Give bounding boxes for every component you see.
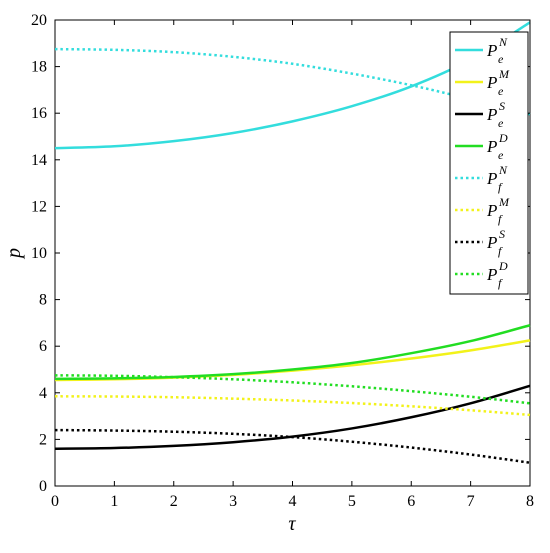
series-line-pfm: [54, 395, 531, 417]
y-tick-label: 14: [31, 152, 47, 169]
x-tick-label: 3: [229, 493, 237, 510]
x-tick-label: 7: [467, 493, 475, 510]
legend-box: [449, 31, 529, 295]
legend-label: P: [486, 201, 497, 220]
y-tick-label: 6: [39, 338, 47, 355]
y-axis-label: p: [3, 248, 25, 260]
x-tick-label: 5: [348, 493, 356, 510]
legend-label-superscript: D: [498, 131, 508, 145]
legend-label-subscript: f: [498, 244, 503, 258]
legend-label-superscript: N: [498, 163, 508, 177]
legend-label-subscript: f: [498, 212, 503, 226]
y-tick-label: 10: [31, 245, 47, 262]
legend-label-subscript: f: [498, 180, 503, 194]
x-tick-label: 6: [407, 493, 415, 510]
series-line-ped: [54, 324, 531, 381]
legend-label-superscript: M: [498, 67, 510, 81]
legend-label-superscript: M: [498, 195, 510, 209]
legend-label-superscript: D: [498, 259, 508, 273]
legend-label-subscript: f: [498, 276, 503, 290]
x-tick-label: 8: [526, 493, 534, 510]
x-tick-label: 0: [51, 493, 59, 510]
legend-label: P: [486, 233, 497, 252]
legend-label-subscript: e: [498, 116, 504, 130]
y-tick-label: 8: [39, 292, 47, 309]
legend: P NeP MeP SeP DeP NfP MfP SfP Df: [449, 31, 529, 295]
legend-label-subscript: e: [498, 84, 504, 98]
x-tick-label: 2: [170, 493, 178, 510]
x-tick-label: 1: [110, 493, 118, 510]
legend-label-superscript: S: [499, 227, 505, 241]
legend-label: P: [486, 41, 497, 60]
legend-label: P: [486, 169, 497, 188]
legend-label-superscript: N: [498, 35, 508, 49]
y-tick-label: 4: [39, 385, 47, 402]
series-line-pfd: [54, 374, 531, 405]
y-tick-label: 2: [39, 431, 47, 448]
y-tick-label: 0: [39, 478, 47, 495]
legend-label: P: [486, 265, 497, 284]
legend-label: P: [486, 137, 497, 156]
y-tick-label: 16: [31, 105, 47, 122]
legend-label-subscript: e: [498, 148, 504, 162]
series-line-pfs: [54, 428, 531, 464]
y-tick-label: 20: [31, 12, 47, 29]
x-axis-label: τ: [288, 513, 296, 535]
y-tick-label: 18: [31, 59, 47, 76]
legend-label: P: [486, 105, 497, 124]
x-tick-label: 4: [289, 493, 297, 510]
y-tick-label: 12: [31, 198, 47, 215]
legend-label-superscript: S: [499, 99, 505, 113]
legend-label: P: [486, 73, 497, 92]
legend-label-subscript: e: [498, 52, 504, 66]
